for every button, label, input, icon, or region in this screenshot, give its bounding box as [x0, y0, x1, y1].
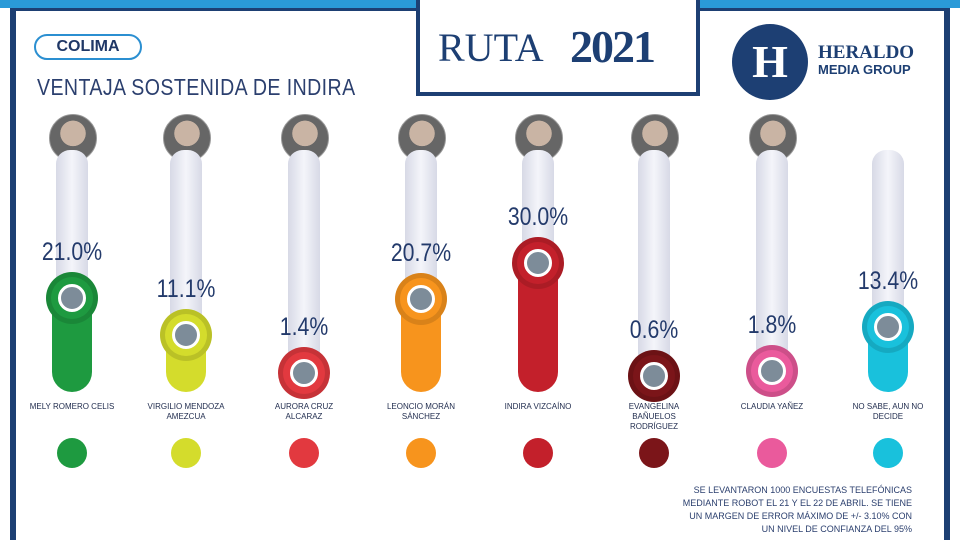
brand-sub: MEDIA GROUP — [818, 62, 911, 77]
party-logo — [171, 438, 201, 468]
value-label: 1.4% — [279, 312, 329, 341]
track — [872, 150, 904, 327]
candidate-name: MELY ROMERO CELIS — [29, 402, 115, 411]
party-logo — [873, 438, 903, 468]
value-label: 13.4% — [857, 266, 919, 295]
candidate-name: AURORA CRUZ ALCARAZ — [274, 402, 334, 421]
candidate-name: VIRGILIO MENDOZA AMEZCUA — [147, 402, 225, 421]
knob-center — [524, 249, 552, 277]
candidate-name: NO SABE, AUN NO DECIDE — [852, 402, 924, 421]
party-logo — [523, 438, 553, 468]
footnote: SE LEVANTARON 1000 ENCUESTAS TELEFÓNICAS… — [682, 485, 912, 534]
knob-center — [290, 358, 318, 387]
frame-left — [10, 8, 16, 540]
value-label: 11.1% — [156, 275, 216, 304]
logo-year: 2021 — [570, 21, 656, 72]
value-label: 30.0% — [507, 203, 569, 231]
candidate-name: LEONCIO MORÁN SÁNCHEZ — [386, 402, 455, 421]
value-label: 1.8% — [747, 311, 797, 340]
party-logo — [289, 438, 319, 468]
brand-mark: H — [732, 24, 808, 100]
photo — [281, 114, 329, 162]
candidate-name: EVANGELINA BAÑUELOS RODRÍGUEZ — [628, 402, 680, 431]
knob-center — [758, 357, 786, 386]
logo-box: RUTA 2021 — [416, 0, 700, 96]
party-logo — [57, 438, 87, 468]
knob-center — [58, 283, 86, 312]
track — [170, 150, 202, 336]
value-label: 0.6% — [629, 315, 679, 344]
chart-title: VENTAJA SOSTENIDA DE INDIRA — [37, 74, 356, 100]
value-label: 21.0% — [41, 237, 103, 266]
brand-name: HERALDO — [818, 42, 915, 63]
track — [756, 150, 788, 372]
knob-center — [172, 321, 200, 350]
knob-center — [407, 284, 435, 313]
party-logo — [639, 438, 669, 468]
candidate-name: CLAUDIA YAÑEZ — [740, 402, 804, 411]
track — [638, 150, 670, 376]
knob-center — [640, 361, 668, 390]
logo-word: RUTA — [438, 25, 544, 70]
candidate-name: INDIRA VIZCAÍNO — [504, 402, 572, 411]
frame-right — [944, 8, 950, 540]
party-logo — [406, 438, 436, 468]
track — [288, 150, 320, 373]
value-label: 20.7% — [390, 238, 452, 267]
party-logo — [757, 438, 787, 468]
region-badge: COLIMA — [34, 34, 142, 60]
knob-center — [874, 312, 902, 341]
